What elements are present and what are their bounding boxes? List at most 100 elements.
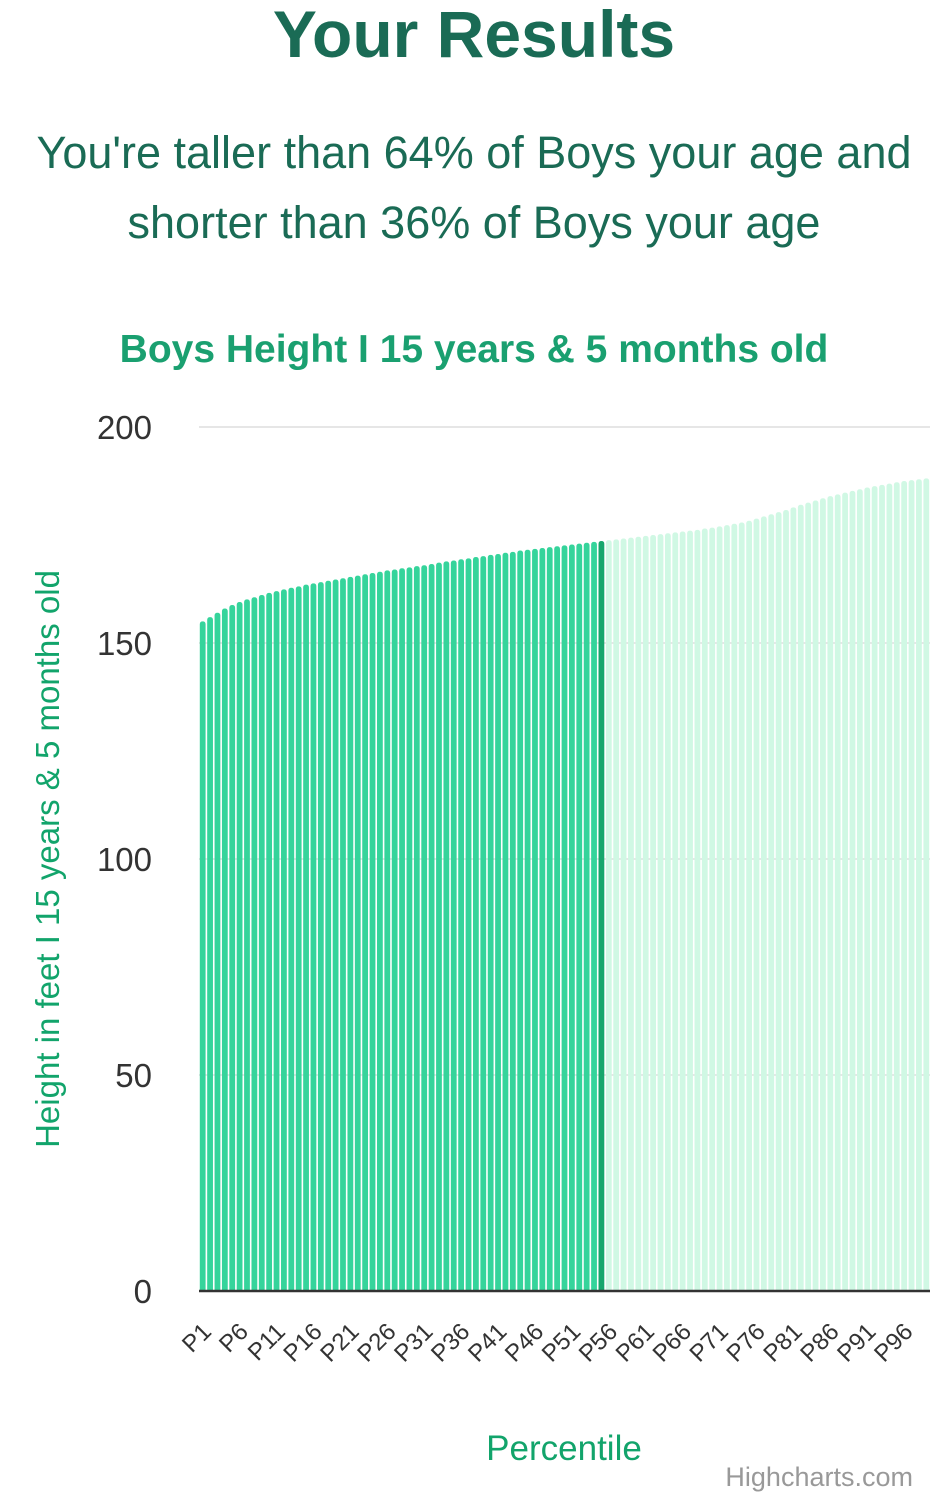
bar-P98[interactable] <box>916 479 922 1292</box>
bar-P77[interactable] <box>760 516 767 1291</box>
bar-P35[interactable] <box>450 560 457 1291</box>
bar-P13[interactable] <box>288 587 295 1291</box>
bar-P55[interactable] <box>598 541 605 1291</box>
bar-P1[interactable] <box>199 621 206 1291</box>
bar-P93[interactable] <box>879 484 885 1291</box>
bar-P30[interactable] <box>413 566 420 1291</box>
bar-P38[interactable] <box>473 557 479 1291</box>
bar-P31[interactable] <box>421 565 428 1291</box>
bar-P80[interactable] <box>783 509 789 1292</box>
bar-P27[interactable] <box>391 569 398 1291</box>
bar-P73[interactable] <box>731 523 738 1291</box>
bar-P65[interactable] <box>672 532 679 1291</box>
bar-P96[interactable] <box>901 481 908 1291</box>
bar-P40[interactable] <box>487 554 494 1291</box>
highcharts-credits[interactable]: Highcharts.com <box>725 1462 913 1492</box>
bar-P25[interactable] <box>377 571 383 1291</box>
bar-P22[interactable] <box>354 575 361 1291</box>
bar-P63[interactable] <box>657 534 664 1291</box>
bar-P15[interactable] <box>303 584 309 1291</box>
bar-P72[interactable] <box>724 525 730 1291</box>
bar-P28[interactable] <box>399 568 405 1291</box>
bar-P67[interactable] <box>687 530 693 1291</box>
bar-P68[interactable] <box>694 529 701 1291</box>
bar-P9[interactable] <box>258 595 265 1291</box>
bar-P88[interactable] <box>842 492 848 1291</box>
bar-P47[interactable] <box>539 547 546 1291</box>
bar-P90[interactable] <box>856 489 863 1291</box>
bar-P49[interactable] <box>554 546 561 1291</box>
bar-P10[interactable] <box>266 592 273 1291</box>
bar-P61[interactable] <box>642 535 649 1291</box>
bar-P60[interactable] <box>635 536 642 1291</box>
bar-P21[interactable] <box>347 576 354 1291</box>
bar-P76[interactable] <box>753 518 760 1291</box>
bar-P83[interactable] <box>805 502 812 1292</box>
bar-P17[interactable] <box>317 582 324 1291</box>
bar-P86[interactable] <box>827 496 834 1291</box>
bar-P50[interactable] <box>561 545 568 1291</box>
bar-P42[interactable] <box>502 552 509 1291</box>
bar-P82[interactable] <box>797 504 804 1291</box>
bar-P29[interactable] <box>406 567 413 1291</box>
bar-P4[interactable] <box>221 608 228 1291</box>
bar-P46[interactable] <box>532 548 538 1291</box>
bar-P87[interactable] <box>834 494 841 1292</box>
bar-P89[interactable] <box>849 490 856 1291</box>
bar-P99[interactable] <box>923 478 930 1291</box>
bar-P19[interactable] <box>332 579 339 1291</box>
bar-P43[interactable] <box>509 551 516 1291</box>
bar-P6[interactable] <box>236 601 243 1291</box>
bar-P20[interactable] <box>340 578 346 1291</box>
bar-P8[interactable] <box>251 597 258 1291</box>
bar-P66[interactable] <box>679 531 686 1291</box>
bar-P14[interactable] <box>295 586 302 1291</box>
bar-P54[interactable] <box>591 541 597 1291</box>
bar-P32[interactable] <box>428 563 435 1291</box>
bar-P24[interactable] <box>369 573 376 1291</box>
bar-P3[interactable] <box>214 612 221 1291</box>
bar-P51[interactable] <box>568 544 575 1291</box>
bar-P16[interactable] <box>310 583 317 1291</box>
bar-P69[interactable] <box>701 528 708 1291</box>
bar-P85[interactable] <box>820 498 826 1291</box>
bar-P5[interactable] <box>229 604 236 1291</box>
bar-P33[interactable] <box>436 562 442 1291</box>
bar-P91[interactable] <box>864 487 871 1291</box>
bar-P23[interactable] <box>362 574 369 1291</box>
bar-P95[interactable] <box>893 482 900 1291</box>
bar-P94[interactable] <box>886 483 893 1291</box>
bar-P34[interactable] <box>443 561 450 1291</box>
bar-P84[interactable] <box>812 500 819 1291</box>
bar-P2[interactable] <box>207 617 213 1291</box>
bar-P44[interactable] <box>517 550 524 1291</box>
bar-P7[interactable] <box>244 599 250 1291</box>
bar-P75[interactable] <box>746 520 752 1291</box>
bar-P41[interactable] <box>495 554 501 1291</box>
bar-P81[interactable] <box>790 507 797 1291</box>
bar-P37[interactable] <box>465 558 472 1291</box>
bar-P53[interactable] <box>583 542 590 1291</box>
bar-P45[interactable] <box>524 549 531 1291</box>
bar-P12[interactable] <box>281 589 287 1291</box>
bar-P52[interactable] <box>576 543 583 1291</box>
bar-P56[interactable] <box>605 540 612 1291</box>
bar-P36[interactable] <box>458 559 465 1291</box>
bar-P39[interactable] <box>480 556 487 1291</box>
bar-P92[interactable] <box>871 486 878 1291</box>
bar-P79[interactable] <box>775 512 782 1291</box>
bar-P18[interactable] <box>325 580 332 1291</box>
bar-P59[interactable] <box>628 537 634 1291</box>
bar-P26[interactable] <box>384 570 391 1291</box>
bar-P78[interactable] <box>768 514 775 1291</box>
bar-P62[interactable] <box>650 535 656 1291</box>
bar-P97[interactable] <box>908 480 915 1291</box>
bar-P64[interactable] <box>664 533 671 1291</box>
bar-P74[interactable] <box>738 522 745 1291</box>
bar-P11[interactable] <box>273 591 280 1291</box>
bar-P57[interactable] <box>613 539 620 1291</box>
bar-P71[interactable] <box>716 526 723 1291</box>
bar-P58[interactable] <box>620 538 627 1291</box>
bar-P48[interactable] <box>546 547 553 1291</box>
bar-P70[interactable] <box>709 527 716 1291</box>
